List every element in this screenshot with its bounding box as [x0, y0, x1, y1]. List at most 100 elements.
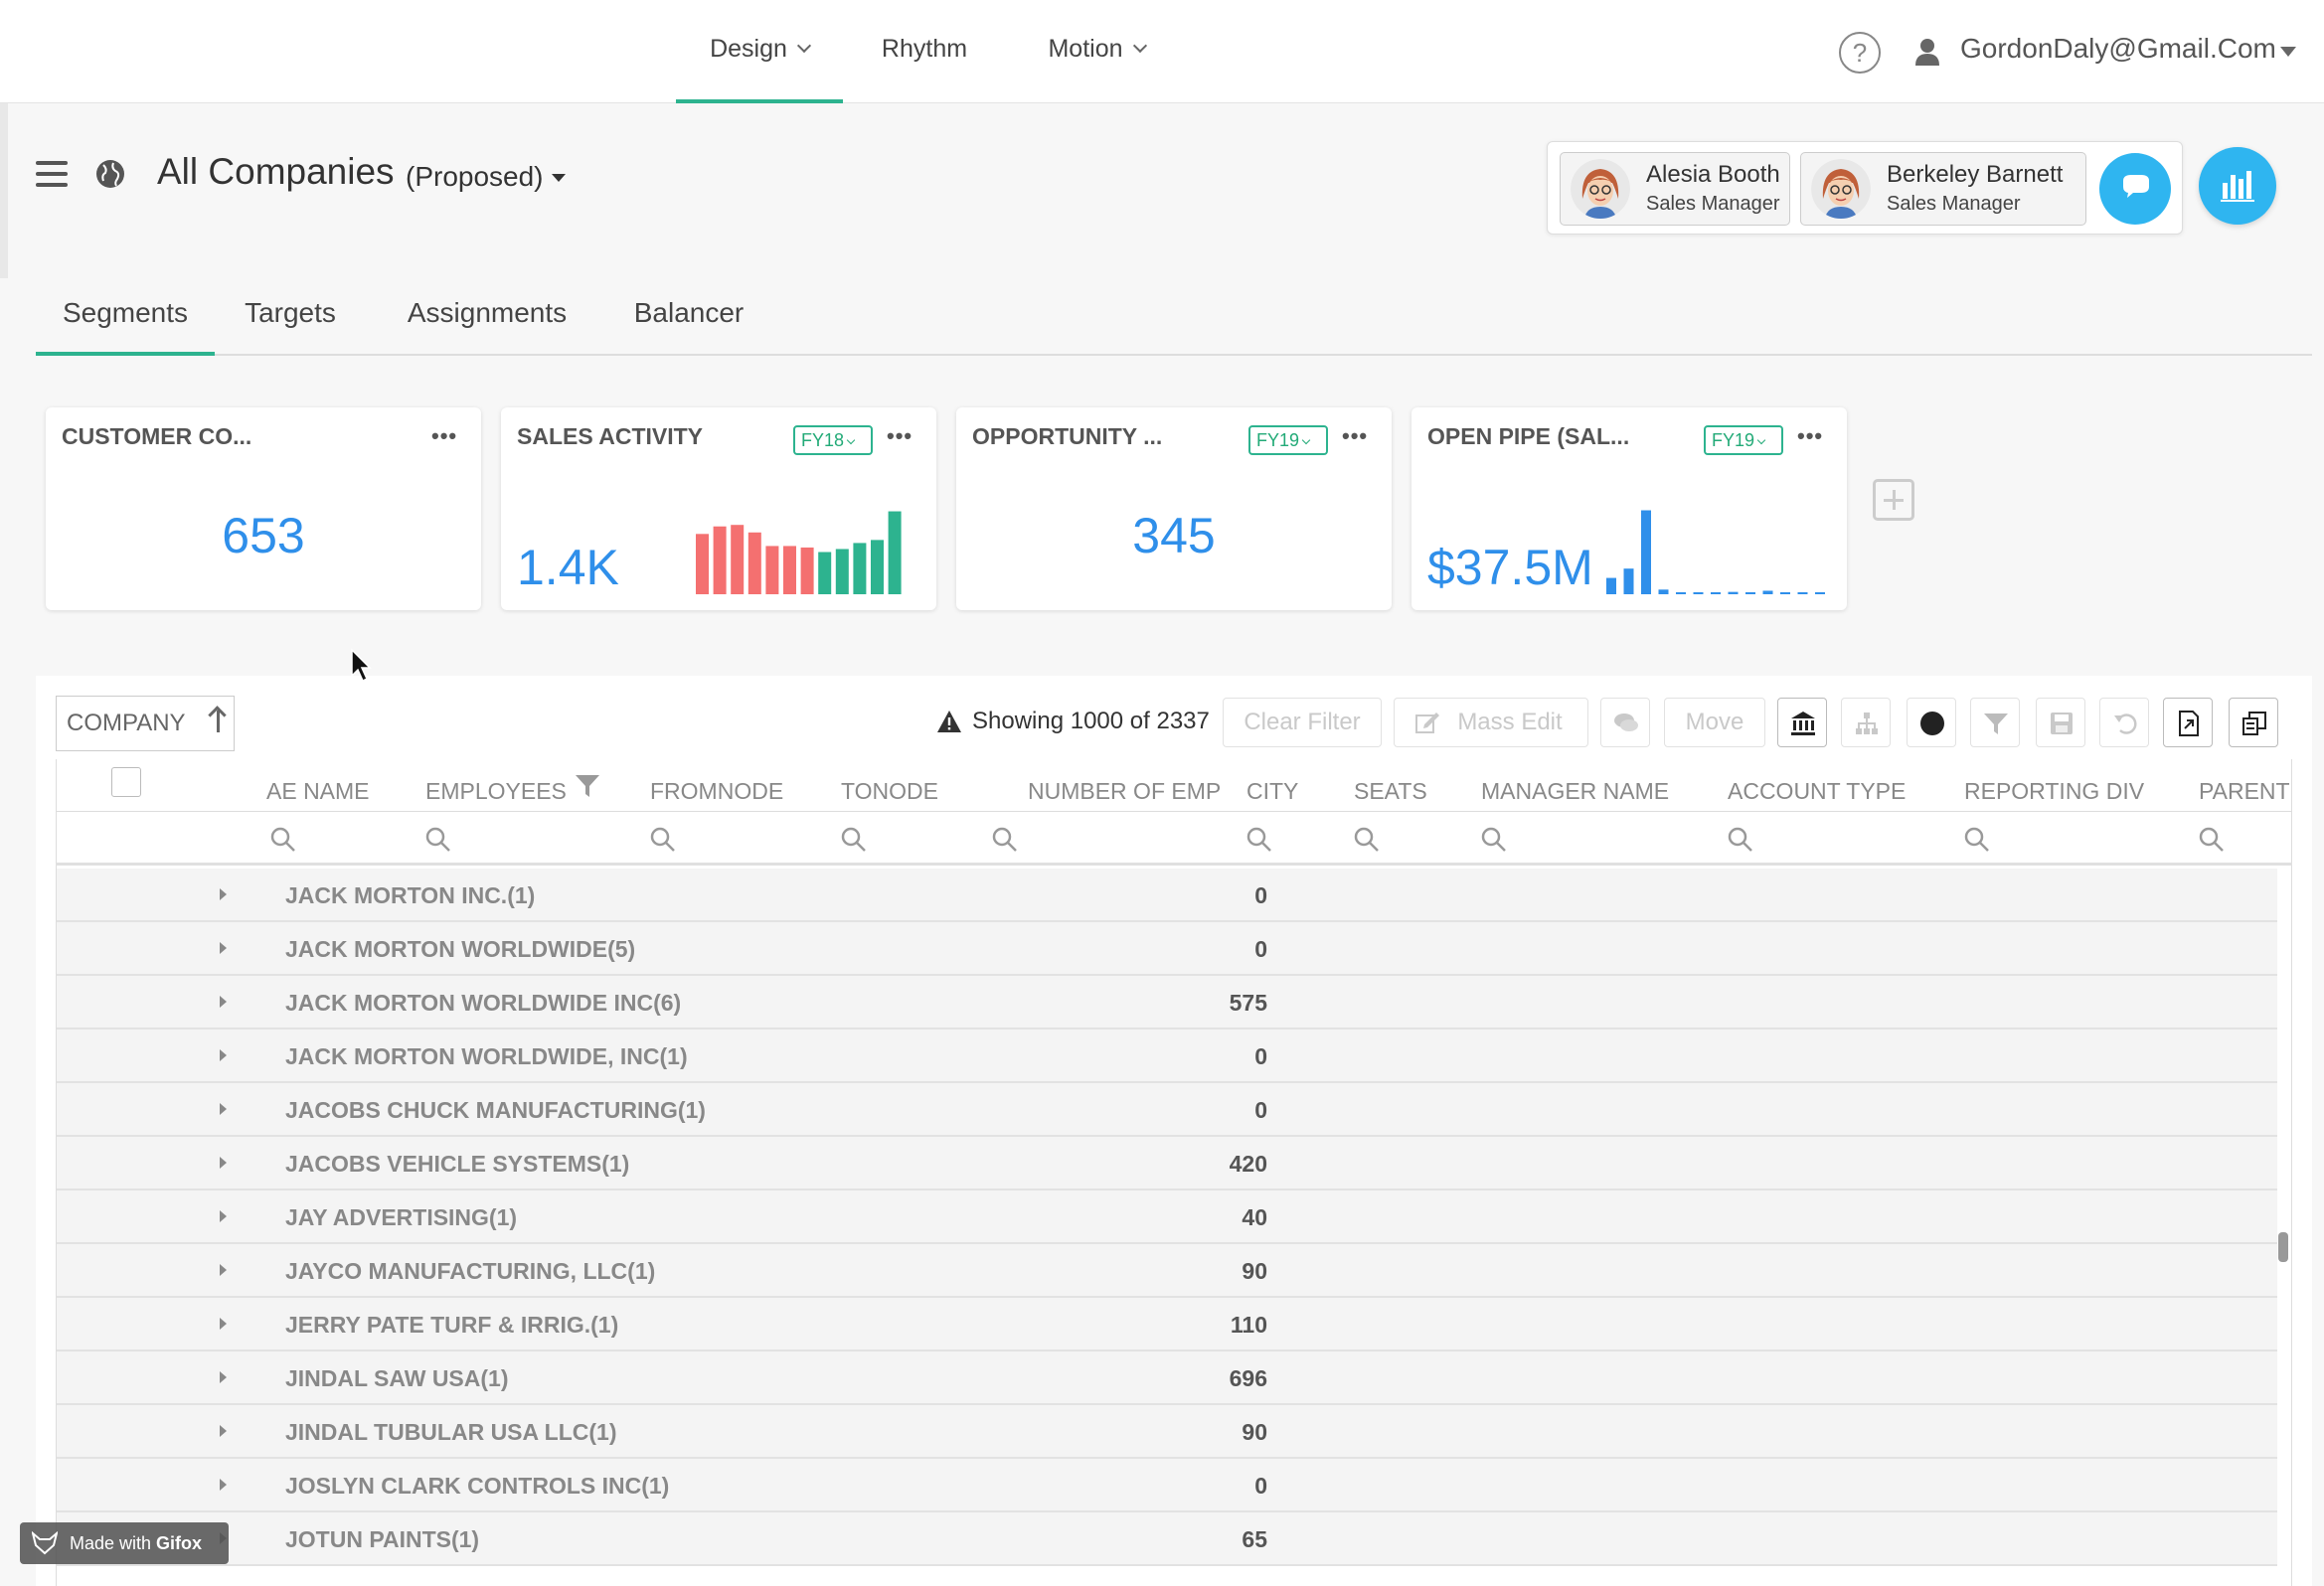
column-header-employees[interactable]: EMPLOYEES [425, 778, 567, 804]
vertical-scrollbar-thumb[interactable] [2278, 1232, 2288, 1262]
search-icon[interactable] [650, 827, 676, 853]
help-icon[interactable]: ? [1839, 32, 1881, 74]
expand-caret-icon[interactable] [220, 1049, 227, 1061]
table-row[interactable]: JACOBS CHUCK MANUFACTURING(1) 0 [57, 1083, 2277, 1137]
company-name: JAY ADVERTISING(1) [285, 1204, 518, 1230]
manager-card-berkeley-barnett[interactable]: Berkeley Barnett Sales Manager [1800, 152, 2086, 226]
expand-caret-icon[interactable] [220, 942, 227, 954]
tab-targets[interactable]: Targets [245, 297, 336, 328]
column-header-seats[interactable]: SEATS [1354, 778, 1427, 804]
table-row[interactable]: JOTUN PAINTS(1) 65 [57, 1512, 2277, 1566]
save-button[interactable] [2036, 698, 2085, 747]
search-icon[interactable] [1354, 827, 1380, 853]
kpi-card-customer-count[interactable]: CUSTOMER CO... ••• 653 [46, 407, 481, 610]
more-options-icon[interactable]: ••• [1797, 423, 1824, 448]
hamburger-menu-icon[interactable] [36, 161, 68, 187]
filter-button[interactable] [1970, 698, 2020, 747]
column-header-manager-name[interactable]: MANAGER NAME [1481, 778, 1670, 804]
institution-button[interactable] [1777, 698, 1827, 747]
column-header-tonode[interactable]: TONODE [841, 778, 938, 804]
kpi-card-sales-activity[interactable]: SALES ACTIVITY FY18 ••• 1.4K [501, 407, 936, 610]
column-header-number-of-emp[interactable]: NUMBER OF EMP [1028, 778, 1222, 804]
chat-button[interactable] [2099, 153, 2171, 225]
nav-item-motion[interactable]: Motion [1030, 0, 1163, 103]
column-header-reporting-div[interactable]: REPORTING DIV [1964, 778, 2145, 804]
search-icon[interactable] [992, 827, 1018, 853]
expand-caret-icon[interactable] [220, 996, 227, 1008]
table-row[interactable]: JAYCO MANUFACTURING, LLC(1) 90 [57, 1244, 2277, 1298]
tab-assignments[interactable]: Assignments [407, 297, 568, 328]
search-icon[interactable] [1964, 827, 1990, 853]
fiscal-year-dropdown[interactable]: FY18 [793, 425, 873, 455]
table-row[interactable]: JACOBS VEHICLE SYSTEMS(1) 420 [57, 1137, 2277, 1190]
sort-by-company-button[interactable]: COMPANY [56, 696, 235, 751]
kpi-value: 1.4K [517, 540, 619, 595]
comment-button[interactable] [1600, 698, 1650, 747]
chart-bar [1676, 592, 1686, 594]
expand-caret-icon[interactable] [220, 888, 227, 900]
kpi-card-open-pipe[interactable]: OPEN PIPE (SAL... FY19 ••• $37.5M [1411, 407, 1847, 610]
chart-bar [1658, 589, 1669, 594]
column-header-account-type[interactable]: ACCOUNT TYPE [1728, 778, 1907, 804]
fiscal-year-label: FY19 [1256, 430, 1300, 450]
table-row[interactable]: JACK MORTON INC.(1) 0 [57, 869, 2277, 922]
nav-item-design[interactable]: Design [676, 0, 843, 103]
search-icon[interactable] [1728, 827, 1753, 853]
fiscal-year-dropdown[interactable]: FY19 [1248, 425, 1328, 455]
caret-down-icon[interactable] [2280, 47, 2296, 57]
manager-card-alesia-booth[interactable]: Alesia Booth Sales Manager [1560, 152, 1790, 226]
table-row[interactable]: JERRY PATE TURF & IRRIG.(1) 110 [57, 1298, 2277, 1351]
table-row[interactable]: JINDAL TUBULAR USA LLC(1) 90 [57, 1405, 2277, 1459]
chart-bar [713, 526, 727, 594]
add-widget-icon[interactable] [1873, 479, 1914, 521]
search-icon[interactable] [425, 827, 451, 853]
table-row[interactable]: JACK MORTON WORLDWIDE INC(6) 575 [57, 976, 2277, 1030]
search-icon[interactable] [270, 827, 296, 853]
expand-caret-icon[interactable] [220, 1371, 227, 1383]
column-header-parent[interactable]: PARENT [2199, 778, 2290, 804]
select-all-checkbox[interactable] [111, 767, 141, 797]
expand-caret-icon[interactable] [220, 1157, 227, 1169]
search-icon[interactable] [2199, 827, 2225, 853]
column-filter-icon[interactable] [575, 773, 600, 799]
expand-caret-icon[interactable] [220, 1103, 227, 1115]
more-options-icon[interactable]: ••• [887, 423, 913, 448]
company-name: JOTUN PAINTS(1) [285, 1526, 480, 1552]
tab-balancer[interactable]: Balancer [633, 297, 745, 328]
table-row[interactable]: JOSLYN CLARK CONTROLS INC(1) 0 [57, 1459, 2277, 1512]
analytics-button[interactable] [2199, 147, 2276, 225]
expand-caret-icon[interactable] [220, 1425, 227, 1437]
column-header-fromnode[interactable]: FROMNODE [650, 778, 784, 804]
search-icon[interactable] [1481, 827, 1507, 853]
fiscal-year-dropdown[interactable]: FY19 [1704, 425, 1783, 455]
column-header-city[interactable]: CITY [1246, 778, 1299, 804]
expand-caret-icon[interactable] [220, 1318, 227, 1330]
record-button[interactable] [1907, 698, 1956, 747]
table-row[interactable]: JACK MORTON WORLDWIDE(5) 0 [57, 922, 2277, 976]
nav-item-rhythm[interactable]: Rhythm [863, 0, 986, 103]
table-row[interactable]: JACK MORTON WORLDWIDE, INC(1) 0 [57, 1030, 2277, 1083]
expand-caret-icon[interactable] [220, 1264, 227, 1276]
kpi-title: OPEN PIPE (SAL... [1427, 423, 1630, 449]
move-button[interactable]: Move [1664, 698, 1765, 747]
more-options-icon[interactable]: ••• [431, 423, 458, 448]
columns-button[interactable] [2229, 698, 2278, 747]
table-row[interactable]: JINDAL SAW USA(1) 696 [57, 1351, 2277, 1405]
undo-button[interactable] [2099, 698, 2149, 747]
expand-caret-icon[interactable] [220, 1479, 227, 1491]
table-row[interactable]: JAY ADVERTISING(1) 40 [57, 1190, 2277, 1244]
clear-filter-button[interactable]: Clear Filter [1223, 698, 1382, 747]
search-icon[interactable] [1246, 827, 1272, 853]
search-icon[interactable] [841, 827, 867, 853]
expand-caret-icon[interactable] [220, 1210, 227, 1222]
more-options-icon[interactable]: ••• [1342, 423, 1369, 448]
export-button[interactable] [2163, 698, 2213, 747]
hierarchy-button[interactable] [1841, 698, 1891, 747]
column-header-ae-name[interactable]: AE NAME [266, 778, 370, 804]
scenario-dropdown[interactable]: (Proposed) [406, 161, 566, 193]
user-menu[interactable]: GordonDaly@Gmail.Com [1960, 33, 2276, 64]
mass-edit-button[interactable]: Mass Edit [1394, 698, 1588, 747]
chart-bar [1641, 510, 1651, 594]
kpi-card-opportunity[interactable]: OPPORTUNITY ... FY19 ••• 345 [956, 407, 1392, 610]
tab-segments[interactable]: Segments [36, 288, 215, 356]
